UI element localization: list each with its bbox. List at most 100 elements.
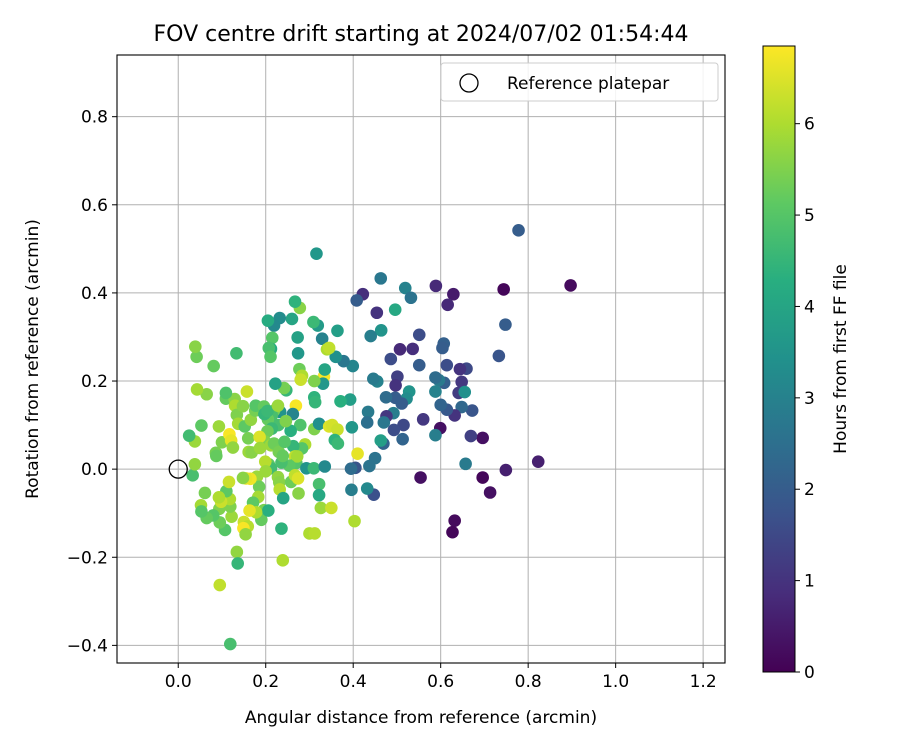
data-point	[416, 413, 430, 426]
data-point	[262, 504, 275, 517]
data-point	[564, 279, 577, 292]
data-point	[377, 416, 391, 429]
data-point	[448, 514, 461, 527]
data-point	[190, 350, 203, 364]
data-point	[236, 399, 250, 413]
data-point	[412, 328, 426, 342]
data-point	[291, 346, 305, 360]
data-point	[453, 362, 467, 376]
data-point	[393, 343, 407, 356]
data-point	[331, 324, 344, 338]
data-point	[322, 341, 336, 355]
x-tick-label: 0.6	[427, 672, 454, 692]
data-point	[261, 404, 274, 418]
data-point	[388, 391, 402, 405]
data-point	[308, 395, 322, 409]
x-tick-label: 0.4	[340, 672, 367, 692]
data-point	[429, 385, 442, 398]
data-point	[360, 416, 374, 429]
data-point	[360, 482, 374, 495]
data-point	[398, 281, 412, 295]
data-point	[434, 398, 447, 412]
y-tick-label: −0.4	[67, 636, 108, 656]
legend-box	[440, 62, 719, 102]
colorbar-tick-label: 2	[804, 480, 815, 500]
data-point	[186, 469, 199, 482]
x-tick-label: 1.0	[602, 672, 629, 692]
data-point	[331, 423, 344, 436]
data-point	[226, 441, 240, 454]
data-point	[370, 306, 384, 320]
data-point	[231, 557, 245, 570]
data-point	[213, 578, 227, 592]
data-point	[436, 341, 449, 355]
data-point	[348, 514, 361, 528]
data-point	[271, 399, 285, 413]
data-point	[388, 303, 402, 316]
data-point	[312, 488, 326, 502]
data-point	[264, 350, 277, 364]
grid	[117, 55, 725, 663]
data-point	[440, 358, 454, 372]
data-point	[315, 332, 329, 346]
data-point	[275, 522, 288, 535]
data-point	[259, 465, 273, 478]
y-tick-label: 0.8	[81, 108, 108, 128]
data-point	[361, 405, 375, 419]
data-point	[455, 400, 468, 414]
data-point	[404, 291, 418, 305]
data-point	[308, 527, 322, 540]
data-point	[476, 471, 489, 484]
data-point	[374, 324, 388, 337]
data-point	[290, 450, 304, 463]
data-point	[476, 431, 489, 445]
data-point	[288, 295, 302, 309]
data-point	[464, 429, 478, 443]
x-tick-label: 1.2	[690, 672, 717, 692]
data-point	[188, 457, 202, 471]
data-point	[198, 486, 212, 500]
data-point	[531, 455, 545, 468]
data-point	[212, 420, 226, 433]
data-point	[209, 449, 223, 463]
x-tick-label: 0.8	[515, 672, 542, 692]
data-point	[344, 462, 358, 476]
data-point	[239, 528, 252, 541]
data-point	[292, 487, 305, 500]
data-point	[331, 437, 345, 450]
data-point	[223, 637, 237, 651]
data-point	[345, 483, 358, 497]
data-point	[314, 501, 328, 515]
data-point	[374, 272, 388, 285]
data-point	[350, 294, 364, 307]
data-point	[379, 391, 393, 404]
data-point	[312, 417, 326, 431]
data-point	[455, 375, 468, 389]
data-point	[276, 449, 290, 463]
data-point	[318, 460, 332, 473]
data-point	[512, 224, 525, 237]
y-axis-label: Rotation from reference (arcmin)	[23, 219, 43, 499]
data-point	[285, 312, 299, 326]
x-axis-ticks: 0.0 0.2 0.4 0.6 0.8 1.0 1.2	[165, 663, 717, 692]
data-point	[351, 447, 364, 461]
data-point	[284, 424, 297, 438]
data-point	[253, 430, 266, 444]
data-point	[219, 386, 233, 400]
data-point	[389, 379, 402, 392]
data-point	[364, 329, 377, 343]
data-point	[195, 505, 208, 518]
colorbar-tick-label: 5	[804, 206, 815, 226]
legend-label: Reference platepar	[507, 74, 669, 94]
data-point	[483, 486, 497, 499]
x-axis-label: Angular distance from reference (arcmin)	[245, 708, 597, 728]
data-point	[222, 475, 236, 489]
y-tick-label: 0.6	[81, 196, 108, 216]
data-point	[397, 418, 410, 432]
data-point	[236, 471, 250, 485]
y-tick-label: −0.2	[67, 548, 108, 568]
data-point	[207, 359, 220, 373]
colorbar-tick-label: 6	[804, 115, 815, 135]
data-point	[499, 318, 512, 331]
data-point	[307, 374, 321, 388]
